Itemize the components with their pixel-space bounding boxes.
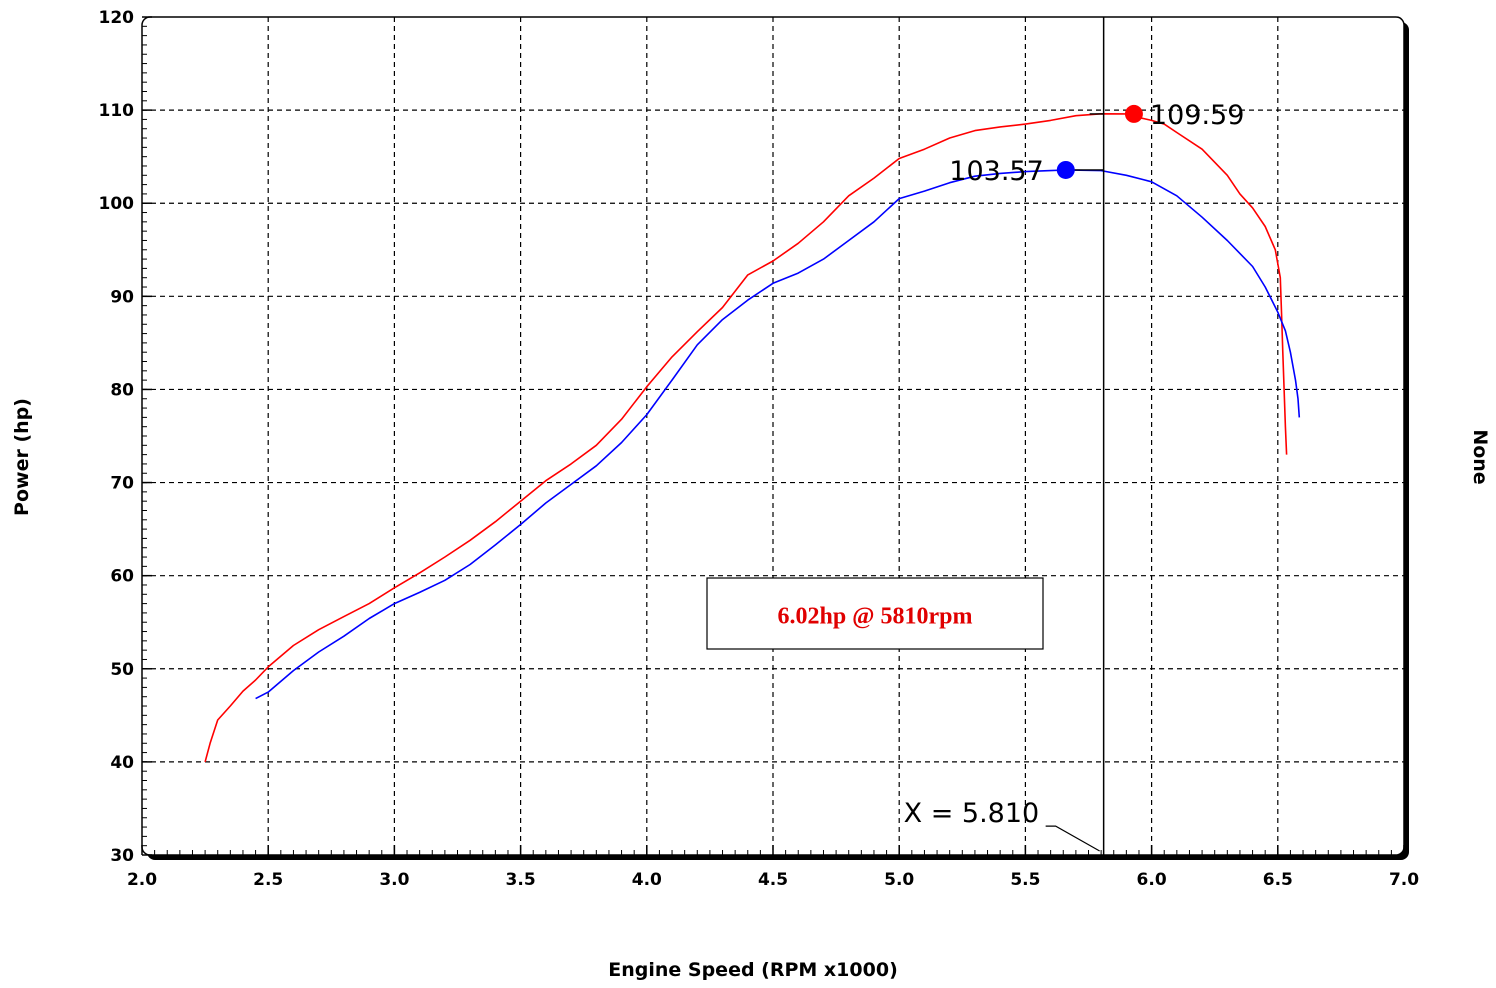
peak-label-2: 103.57 [949, 156, 1043, 187]
y-tick-label: 80 [110, 380, 134, 400]
y-tick-label: 60 [110, 567, 134, 587]
annotation-frame [706, 577, 1044, 650]
y-tick-label: 90 [110, 287, 134, 307]
peak-label-1: 109.59 [1150, 100, 1244, 131]
x-tick-label: 2.5 [253, 870, 283, 890]
y-tick-label: 50 [110, 660, 134, 680]
x-tick-label: 2.0 [127, 870, 157, 890]
annotation-box: 6.02hp @ 5810rpm [706, 577, 1044, 650]
y-tick-label: 120 [99, 8, 135, 28]
y-tick-label: 100 [99, 194, 135, 214]
cursor-group: X = 5.810 [904, 17, 1105, 855]
x-axis-title: Engine Speed (RPM x1000) [608, 959, 898, 981]
x-tick-label: 5.0 [884, 870, 914, 890]
tick-labels: 2.0 2.5 3.0 3.5 4.0 4.5 5.0 5.5 6.0 6.5 7.0 30 40 50 6… [99, 8, 1420, 890]
series-line-1 [204, 113, 1288, 763]
x-tick-label: 3.5 [506, 870, 536, 890]
x-tick-label: 4.0 [632, 870, 662, 890]
series-lines [204, 113, 1301, 763]
series-line-2 [255, 169, 1301, 700]
y-tick-label: 110 [99, 101, 135, 121]
x-tick-label: 6.5 [1263, 870, 1293, 890]
grid-lines [142, 17, 1404, 855]
peak-markers: 109.59 103.57 [949, 100, 1244, 187]
x-tick-label: 7.0 [1389, 870, 1419, 890]
x-tick-label: 3.0 [379, 870, 409, 890]
cursor-label: X = 5.810 [904, 798, 1040, 829]
right-axis-label: None [1469, 429, 1491, 484]
minor-ticks [141, 16, 1405, 856]
x-tick-label: 5.5 [1010, 870, 1040, 890]
y-tick-label: 30 [110, 846, 134, 866]
x-tick-label: 6.0 [1137, 870, 1167, 890]
y-tick-label: 70 [110, 474, 134, 494]
peak-marker-2 [1056, 160, 1075, 179]
y-tick-label: 40 [110, 753, 134, 773]
annotation-text: 6.02hp @ 5810rpm [777, 604, 972, 630]
cursor-leader-line [1045, 825, 1100, 852]
peak-marker-1 [1124, 104, 1143, 123]
x-tick-label: 4.5 [758, 870, 788, 890]
y-axis-title: Power (hp) [11, 398, 33, 516]
